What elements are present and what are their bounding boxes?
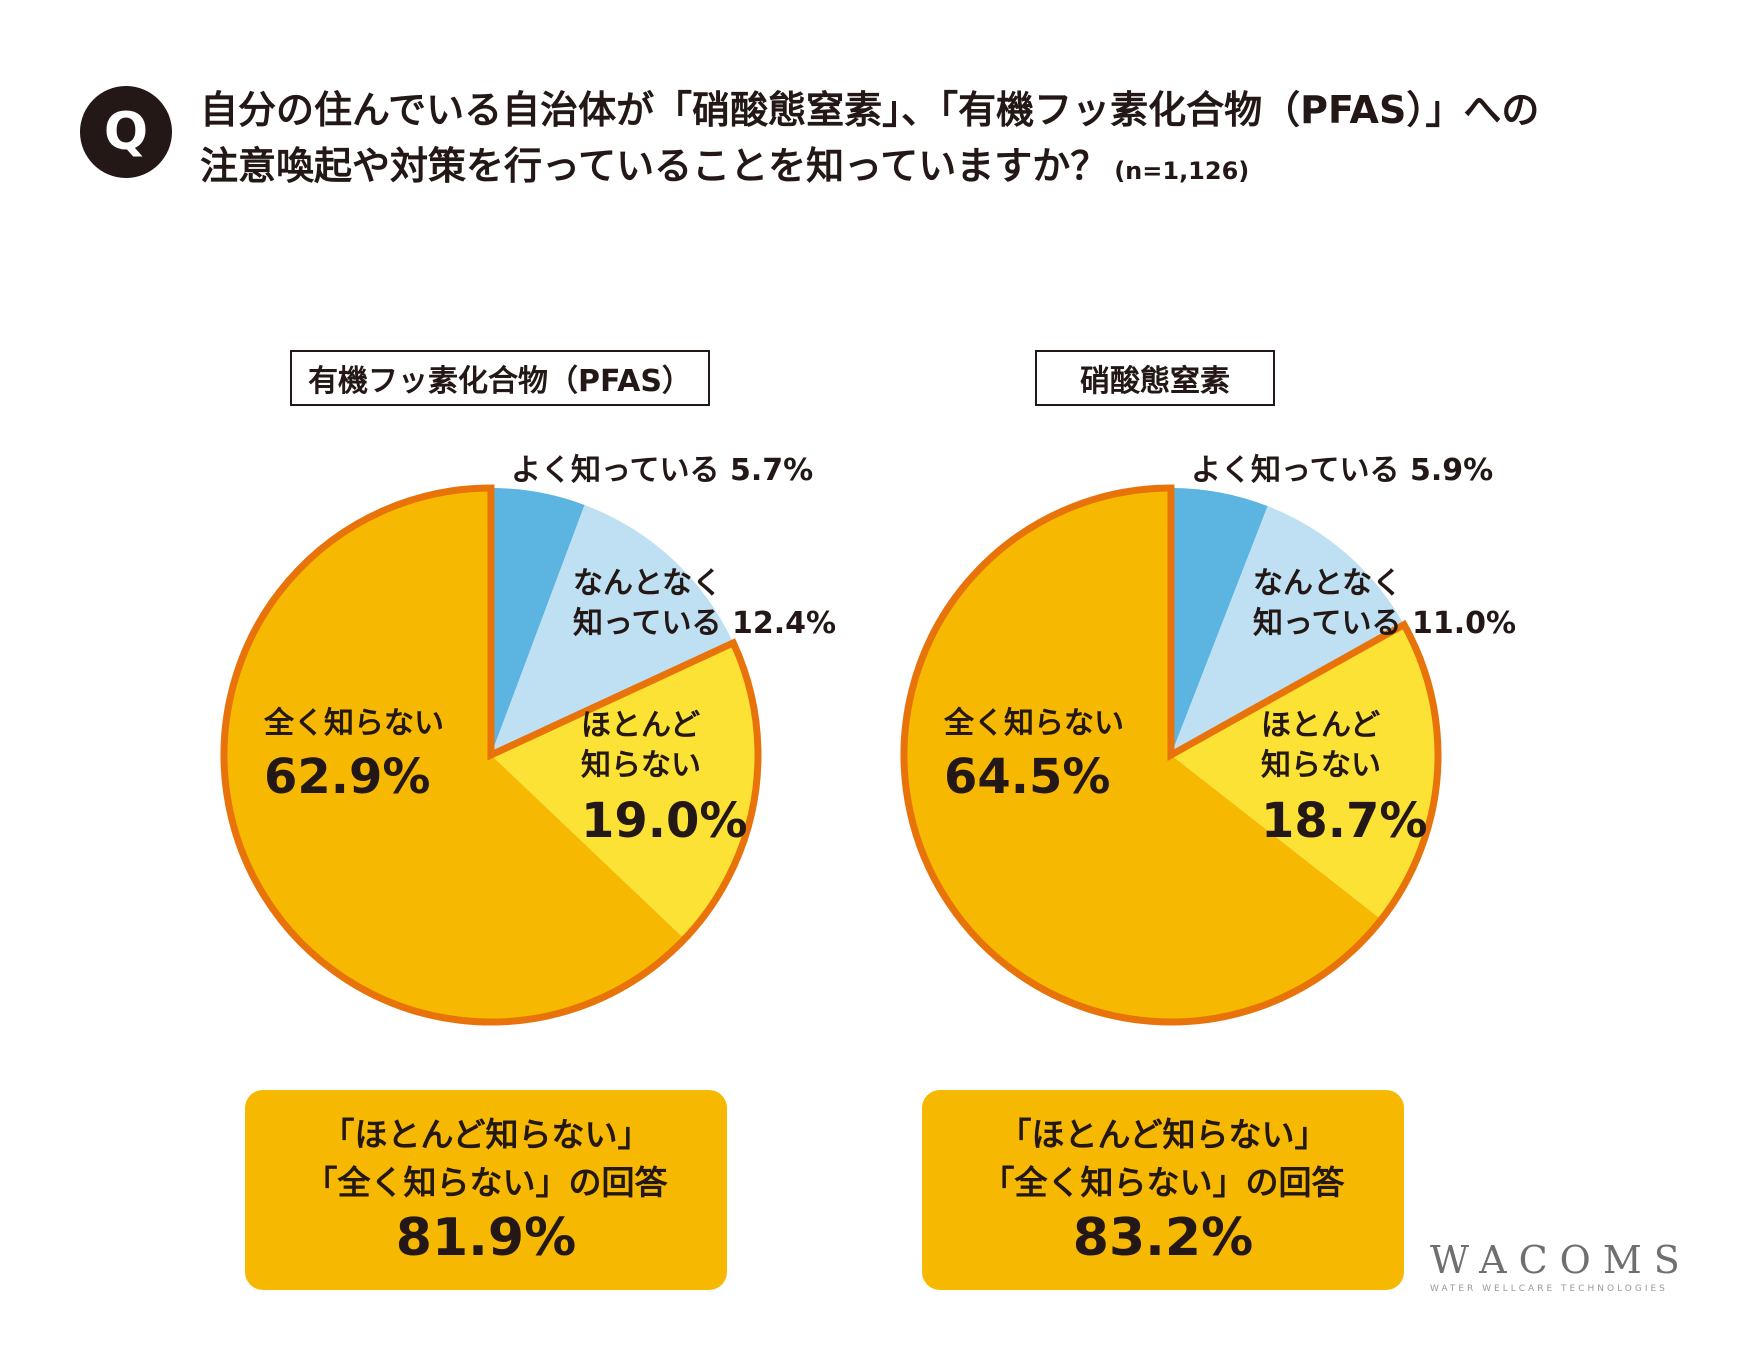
label-mattaku: 全く知らない (943, 706, 1124, 741)
question-line-2: 注意喚起や対策を行っていることを知っていますか？ (n=1,126) (200, 144, 1250, 188)
label-yoku: よく知っている 5.7% (511, 453, 813, 488)
label-hotondo-2: 知らない (1261, 748, 1381, 783)
pie-slice-yoku (491, 488, 585, 755)
summary-line-1: 「ほとんど知らない」 (321, 1115, 651, 1154)
label-mattaku-value: 64.5% (944, 749, 1111, 805)
label-hotondo-1: ほとんど (1261, 708, 1380, 743)
summary-line-2: 「全く知らない」の回答 (981, 1163, 1345, 1202)
wacoms-logo: WACOMS WATER WELLCARE TECHNOLOGIES (1430, 1238, 1692, 1294)
label-hotondo-value: 18.7% (1261, 793, 1428, 849)
question-title: 自分の住んでいる自治体が「硝酸態窒素」、「有機フッ素化合物（PFAS）」への 注… (200, 82, 1700, 199)
summary-value: 83.2% (1072, 1208, 1254, 1268)
summary-line-2: 「全く知らない」の回答 (304, 1163, 668, 1202)
question-line-1: 自分の住んでいる自治体が「硝酸態窒素」、「有機フッ素化合物（PFAS）」への (200, 88, 1540, 132)
chart-title-pfas: 有機フッ素化合物（PFAS） (290, 350, 710, 406)
question-badge: Q (80, 86, 172, 178)
label-mattaku: 全く知らない (263, 706, 444, 741)
pie-outline (900, 484, 1442, 1026)
summary-value: 81.9% (395, 1208, 577, 1268)
pie-slice-hotondo (1171, 624, 1438, 920)
summary-box-nitrate: 「ほとんど知らない」 「全く知らない」の回答 83.2% (922, 1090, 1404, 1290)
label-nantonaku-1: なんとなく (1253, 566, 1402, 601)
label-hotondo-1: ほとんど (581, 708, 700, 743)
sample-size: (n=1,126) (1114, 157, 1250, 185)
summary-line-1: 「ほとんど知らない」 (998, 1115, 1328, 1154)
label-nantonaku-2: 知っている 12.4% (573, 606, 836, 641)
label-nantonaku-2: 知っている 11.0% (1253, 606, 1516, 641)
chart-title-nitrate: 硝酸態窒素 (1035, 350, 1275, 406)
pie-slice-mattaku (904, 488, 1382, 1022)
pie-slice-nantonaku (491, 504, 734, 755)
pie-outline (220, 484, 762, 1026)
summary-box-pfas: 「ほとんど知らない」 「全く知らない」の回答 81.9% (245, 1090, 727, 1290)
pie-slice-yoku (1171, 488, 1268, 755)
label-mattaku-value: 62.9% (264, 749, 431, 805)
label-yoku: よく知っている 5.9% (1191, 453, 1493, 488)
label-hotondo-value: 19.0% (581, 793, 748, 849)
pie-slice-hotondo (491, 642, 758, 939)
pie-slice-mattaku (223, 488, 685, 1022)
label-nantonaku-1: なんとなく (573, 566, 722, 601)
pie-slice-nantonaku (1171, 506, 1405, 755)
label-hotondo-2: 知らない (581, 748, 701, 783)
